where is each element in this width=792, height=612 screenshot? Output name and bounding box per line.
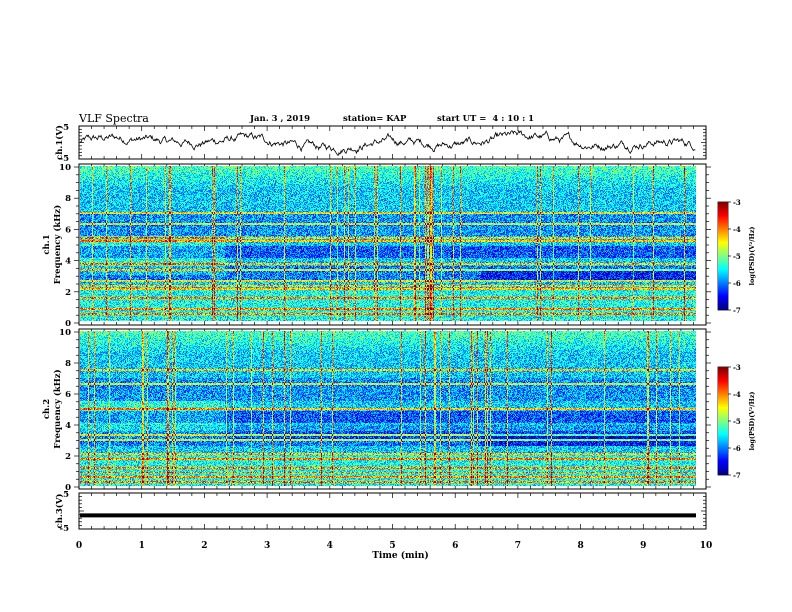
x-tick-label: 7 (515, 541, 521, 551)
y-axis-label-frequency: Frequency (kHz) (52, 205, 63, 284)
x-tick-label: 10 (700, 541, 713, 551)
colorbar-tick-label: -3 (733, 363, 741, 372)
colorbar-tick-label: -6 (733, 444, 741, 453)
colorbar-tick-label: -5 (733, 417, 741, 426)
y-tick-label: 6 (65, 225, 71, 235)
colorbar-tick-label: -4 (733, 390, 741, 399)
y-axis-label-frequency: Frequency (kHz) (52, 369, 63, 448)
y-tick-label: 8 (65, 194, 71, 204)
y-tick-label: -5 (60, 154, 70, 164)
ch1-colorbar (718, 202, 728, 310)
colorbar-tick-label: -6 (733, 279, 741, 288)
ch2-colorbar (718, 367, 728, 475)
y-axis-label: ch.3(V) (54, 494, 65, 529)
x-tick-label: 2 (201, 541, 207, 551)
y-axis-label: ch.1(V) (54, 125, 65, 160)
colorbar-tick-label: -3 (733, 198, 741, 207)
date-label: Jan. 3 , 2019 (250, 114, 311, 124)
colorbar-tick-label: -7 (733, 306, 741, 315)
y-tick-label: 5 (63, 123, 69, 133)
colorbar-tick-label: -4 (733, 225, 741, 234)
panel-frame-4 (78, 492, 707, 530)
x-axis-label: Time (min) (372, 550, 429, 561)
colorbar-label: log(PSD)(V²/Hz) (748, 392, 756, 451)
y-tick-label: 4 (65, 421, 71, 431)
y-tick-label: 10 (59, 328, 71, 338)
x-tick-label: 6 (452, 541, 458, 551)
y-tick-label: 0 (65, 319, 71, 329)
y-tick-label: -5 (60, 524, 70, 534)
y-tick-label: 10 (59, 163, 71, 173)
x-tick-label: 4 (327, 541, 333, 551)
y-axis-label-channel: ch.1 (42, 234, 52, 254)
x-tick-label: 0 (76, 541, 82, 551)
y-tick-label: 2 (65, 452, 71, 462)
y-tick-label: 2 (65, 288, 71, 298)
y-tick-label: 5 (63, 490, 69, 500)
ch1-waveform-line (79, 129, 696, 156)
y-tick-label: 0 (65, 483, 71, 493)
x-tick-label: 9 (640, 541, 646, 551)
x-tick-label: 1 (139, 541, 145, 551)
chart-title: VLF Spectra (79, 112, 149, 125)
y-axis-label-channel: ch.2 (42, 399, 52, 419)
x-tick-label: 5 (389, 541, 395, 551)
x-tick-label: 8 (577, 541, 583, 551)
y-tick-label: 4 (65, 257, 71, 267)
colorbar-tick-label: -5 (733, 252, 741, 261)
colorbar-label: log(PSD)(V²/Hz) (748, 227, 756, 286)
ch1-spectrogram-heatmap (80, 166, 696, 321)
ch2-spectrogram-heatmap (80, 331, 696, 486)
y-tick-label: 8 (65, 359, 71, 369)
station-label: station= KAP (343, 114, 407, 124)
start-time-label: start UT = 4 : 10 : 1 (437, 114, 535, 124)
x-tick-label: 3 (264, 541, 270, 551)
colorbar-tick-label: -7 (733, 471, 741, 480)
y-tick-label: 6 (65, 390, 71, 400)
